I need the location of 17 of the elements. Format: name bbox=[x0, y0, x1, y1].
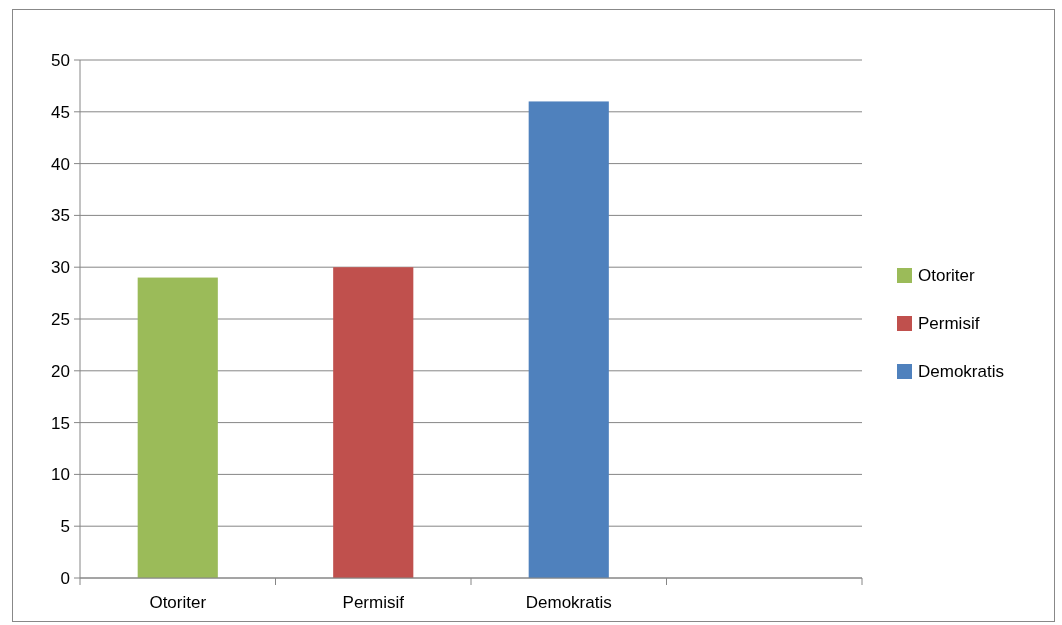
y-tick-label: 10 bbox=[51, 465, 70, 485]
y-tick-label: 20 bbox=[51, 361, 70, 381]
y-tick-label: 25 bbox=[51, 309, 70, 329]
y-tick-label: 0 bbox=[60, 568, 70, 588]
x-tick-label: Otoriter bbox=[149, 593, 207, 612]
x-tick-label: Permisif bbox=[342, 593, 405, 612]
legend-label: Permisif bbox=[918, 313, 980, 333]
y-tick-label: 50 bbox=[51, 50, 70, 70]
legend-label: Demokratis bbox=[918, 361, 1004, 381]
legend-label: Otoriter bbox=[918, 265, 976, 285]
x-tick-label: Demokratis bbox=[525, 593, 612, 612]
y-tick-label: 35 bbox=[51, 206, 70, 226]
y-tick-label: 40 bbox=[51, 154, 70, 174]
y-tick-label: 45 bbox=[51, 102, 70, 122]
y-tick-label: 30 bbox=[51, 258, 70, 278]
y-tick-label: 15 bbox=[51, 413, 70, 433]
y-tick-label: 5 bbox=[60, 517, 70, 537]
